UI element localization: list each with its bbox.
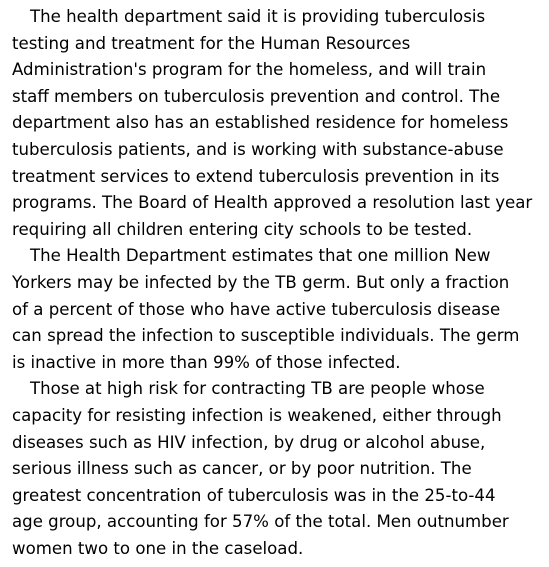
text-line: programs. The Board of Health approved a… — [12, 193, 533, 213]
text-line: treatment services to extend tuberculosi… — [12, 166, 500, 186]
text-line: of a percent of those who have active tu… — [12, 299, 501, 319]
text-line: serious illness such as cancer, or by po… — [12, 459, 472, 479]
text-line: staff members on tuberculosis prevention… — [12, 86, 501, 106]
text-line: Those at high risk for contracting TB ar… — [30, 379, 485, 399]
text-line: Administration's program for the homeles… — [12, 60, 487, 80]
paragraph-2: The Health Department estimates that one… — [12, 243, 545, 376]
text-line: department also has an established resid… — [12, 113, 509, 133]
text-line: greatest concentration of tuberculosis w… — [12, 485, 496, 505]
text-line: testing and treatment for the Human Reso… — [12, 33, 411, 53]
paragraph-3: Those at high risk for contracting TB ar… — [12, 376, 545, 562]
text-line: requiring all children entering city sch… — [12, 219, 473, 239]
text-line: can spread the infection to susceptible … — [12, 326, 520, 346]
text-line: women two to one in the caseload. — [12, 538, 304, 558]
text-line: age group, accounting for 57% of the tot… — [12, 512, 509, 532]
text-line: diseases such as HIV infection, by drug … — [12, 432, 486, 452]
text-line: The Health Department estimates that one… — [30, 246, 491, 266]
text-line: tuberculosis patients, and is working wi… — [12, 139, 504, 159]
text-line: The health department said it is providi… — [30, 7, 486, 26]
paragraph-1: The health department said it is providi… — [12, 4, 545, 243]
text-line: capacity for resisting infection is weak… — [12, 405, 502, 425]
text-line: is inactive in more than 99% of those in… — [12, 352, 401, 372]
text-line: Yorkers may be infected by the TB germ. … — [12, 272, 510, 292]
